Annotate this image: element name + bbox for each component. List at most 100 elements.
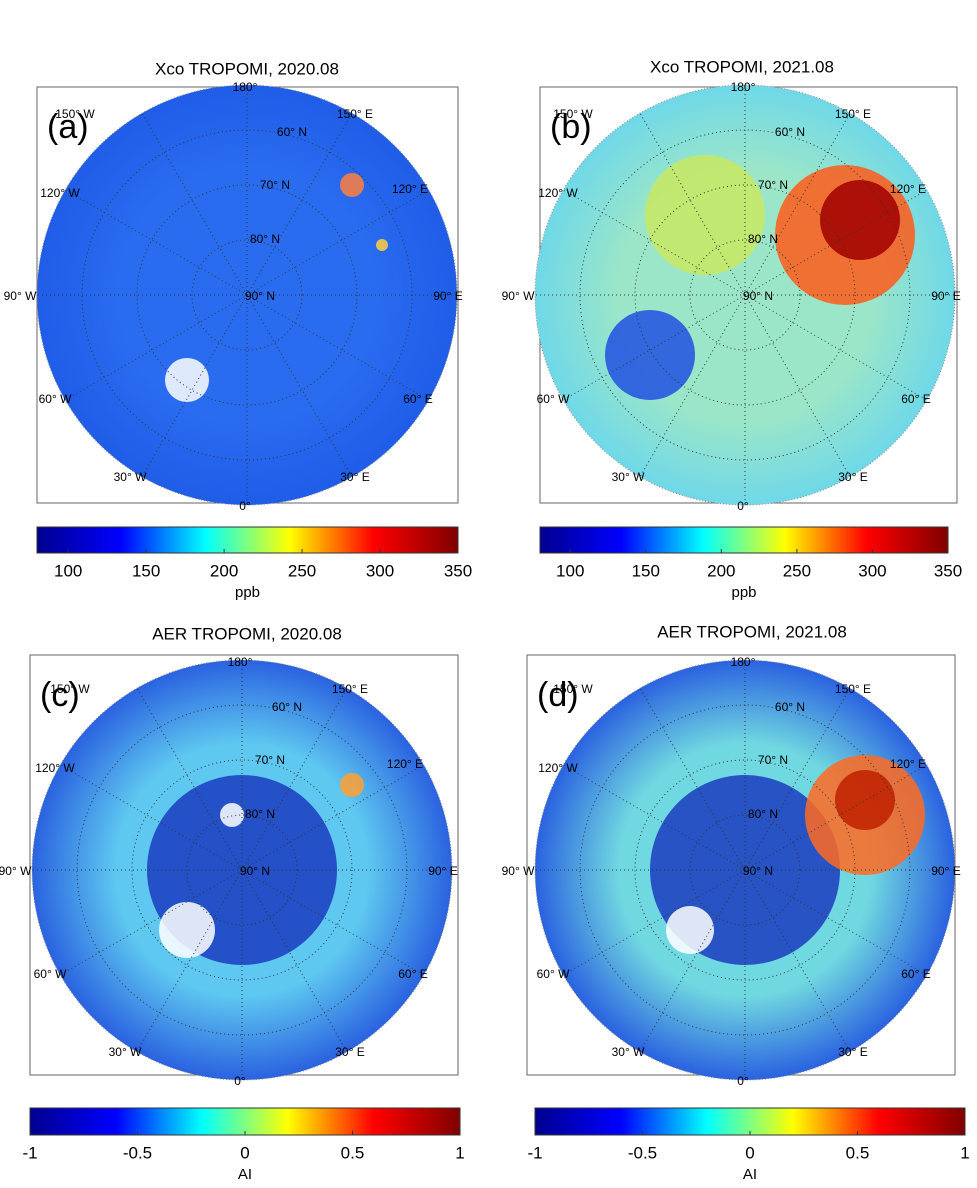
map-grid-label: 60° N [277,125,307,139]
colorbar-label: AI [743,1166,757,1183]
map-feature [340,773,364,797]
map-grid-label: 0° [239,499,251,513]
panel-label: (c) [40,676,80,714]
colorbar [30,1108,460,1135]
map-grid-label: 60° E [901,392,930,406]
map-grid-label: 60° E [403,392,432,406]
map-grid-label: 90° N [743,289,773,303]
map-grid-label: 30° W [612,470,645,484]
panel-label: (b) [550,108,592,146]
map-grid-label: 0° [234,1074,246,1088]
map-grid-label: 180° [731,655,756,669]
colorbar-label: ppb [235,584,260,601]
map-grid-label: 180° [233,80,258,94]
map-grid-label: 180° [228,655,253,669]
map-grid-label: 90° N [743,864,773,878]
colorbar-tick-label: 100 [556,561,584,580]
map-grid-label: 90° E [433,289,462,303]
colorbar-tick-label: 150 [632,561,660,580]
panel-title: AER TROPOMI, 2021.08 [657,622,847,641]
map-grid-label: 80° N [250,232,280,246]
colorbar-tick-label: -0.5 [628,1143,657,1162]
map-grid-label: 120° E [392,182,428,196]
map-grid-label: 150° E [332,682,368,696]
colorbar-tick-label: 0.5 [341,1143,365,1162]
map-grid-label: 30° W [109,1045,142,1059]
map-feature [220,803,244,827]
colorbar-tick-label: 0 [745,1143,754,1162]
colorbar-tick-label: 200 [707,561,735,580]
colorbar-label: AI [238,1166,252,1183]
colorbar-tick-label: 200 [210,561,238,580]
colorbar-tick-label: 0 [240,1143,249,1162]
map-grid-label: 30° E [340,470,369,484]
map-grid-label: 120° W [538,761,578,775]
map-grid-label: 90° E [428,864,457,878]
map-grid-label: 60° E [901,967,930,981]
map-grid-label: 120° W [538,186,578,200]
colorbar-tick-label: 350 [444,561,472,580]
map-grid-label: 90° W [4,289,37,303]
map-grid-label: 150° E [337,107,373,121]
map-grid-label: 180° [731,80,756,94]
map-feature [666,906,714,954]
map-feature [165,358,209,402]
map-grid-label: 0° [737,1074,749,1088]
map-grid-label: 30° E [838,1045,867,1059]
colorbar-label: ppb [731,584,756,601]
map-feature [376,239,388,251]
map-grid-label: 60° W [537,392,570,406]
map-grid-label: 30° W [114,470,147,484]
colorbar-tick-label: -0.5 [123,1143,152,1162]
panel-label: (d) [537,676,579,714]
colorbar-tick-label: 1 [960,1143,969,1162]
colorbar-tick-label: 0.5 [846,1143,870,1162]
map-grid-label: 60° N [272,700,302,714]
map-grid-label: 30° E [335,1045,364,1059]
map-feature [835,770,895,830]
map-grid-label: 60° W [39,392,72,406]
map-feature [645,155,765,275]
colorbar-tick-label: 150 [132,561,160,580]
map-grid-label: 90° W [502,864,535,878]
page: Xco TROPOMI, 2020.08180°150° W60° N150° … [0,0,977,1188]
map-grid-label: 70° N [260,178,290,192]
colorbar-tick-label: 250 [288,561,316,580]
map-grid-label: 60° W [537,967,570,981]
colorbar [535,1108,965,1135]
map-grid-label: 60° W [34,967,67,981]
panel-title: Xco TROPOMI, 2021.08 [650,57,834,76]
map-grid-label: 120° W [40,186,80,200]
map-grid-label: 60° N [775,700,805,714]
colorbar-tick-label: 250 [783,561,811,580]
map-feature [820,180,900,260]
colorbar-tick-label: -1 [527,1143,542,1162]
map-grid-label: 90° W [0,864,32,878]
map-grid-label: 70° N [758,753,788,767]
map-grid-label: 60° N [775,125,805,139]
map-grid-label: 80° N [748,807,778,821]
colorbar-tick-label: 300 [366,561,394,580]
colorbar-tick-label: 300 [858,561,886,580]
colorbar-tick-label: 100 [54,561,82,580]
map-grid-label: 90° N [245,289,275,303]
map-grid-label: 150° E [835,682,871,696]
colorbar-tick-label: -1 [22,1143,37,1162]
map-feature [340,173,364,197]
map-feature [605,310,695,400]
map-grid-label: 120° E [890,182,926,196]
map-grid-label: 30° W [612,1045,645,1059]
map-grid-label: 70° N [758,178,788,192]
map-feature [159,902,215,958]
map-grid-label: 90° W [502,289,535,303]
map-grid-label: 120° E [890,757,926,771]
map-grid-label: 30° E [838,470,867,484]
map-grid-label: 120° W [35,761,75,775]
map-grid-label: 0° [737,499,749,513]
map-grid-label: 90° N [240,864,270,878]
figure: Xco TROPOMI, 2020.08180°150° W60° N150° … [0,0,977,1183]
map-grid-label: 70° N [255,753,285,767]
map-grid-label: 90° E [931,864,960,878]
colorbar [540,527,948,553]
colorbar-tick-label: 1 [455,1143,464,1162]
